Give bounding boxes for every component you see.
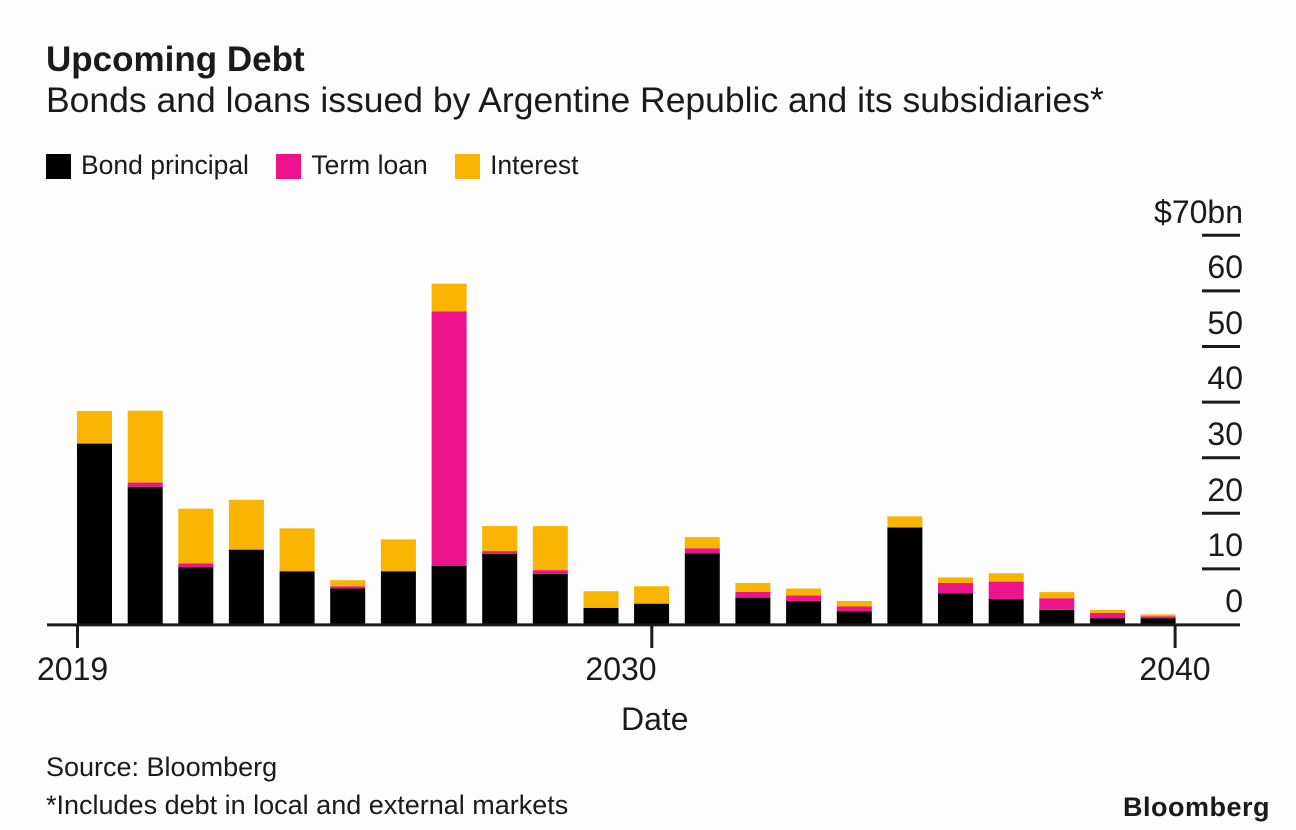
svg-text:50: 50 — [1207, 305, 1243, 341]
svg-text:30: 30 — [1207, 416, 1243, 452]
svg-text:60: 60 — [1207, 249, 1243, 285]
svg-text:20: 20 — [1207, 472, 1243, 508]
svg-text:$70bn: $70bn — [1154, 194, 1243, 230]
svg-text:0: 0 — [1225, 583, 1243, 619]
svg-text:2030: 2030 — [585, 651, 656, 687]
svg-text:2040: 2040 — [1139, 651, 1210, 687]
svg-text:2019: 2019 — [37, 651, 108, 687]
svg-text:40: 40 — [1207, 360, 1243, 396]
svg-text:10: 10 — [1207, 527, 1243, 563]
